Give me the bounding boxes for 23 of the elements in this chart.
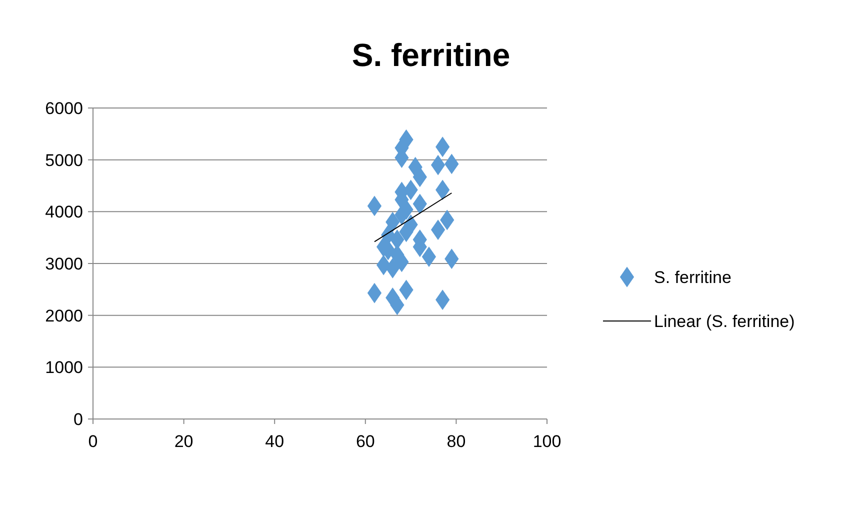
y-tick-label: 1000	[45, 358, 83, 378]
x-tick-label: 0	[88, 432, 98, 451]
point	[430, 154, 446, 176]
point	[367, 196, 382, 216]
point	[376, 254, 391, 276]
legend-label: S. ferritine	[654, 268, 732, 287]
y-tick-label: 2000	[45, 306, 83, 326]
point	[430, 220, 446, 240]
x-tick-label: 60	[356, 432, 375, 451]
legend-label: Linear (S. ferritine)	[654, 312, 795, 331]
y-tick-label: 4000	[45, 202, 83, 222]
y-tick-label: 5000	[45, 150, 83, 170]
x-tick-label: 40	[265, 432, 284, 451]
y-tick-label: 6000	[45, 99, 83, 118]
x-tick-label: 20	[174, 432, 194, 451]
x-tick-label: 100	[532, 432, 562, 451]
y-tick-label: 0	[74, 410, 83, 429]
point	[436, 290, 450, 310]
x-tick-label: 80	[446, 432, 466, 451]
point	[422, 246, 436, 267]
chart-title: S. ferritine	[352, 37, 510, 73]
y-tick-label: 3000	[45, 254, 83, 274]
point	[367, 282, 382, 304]
